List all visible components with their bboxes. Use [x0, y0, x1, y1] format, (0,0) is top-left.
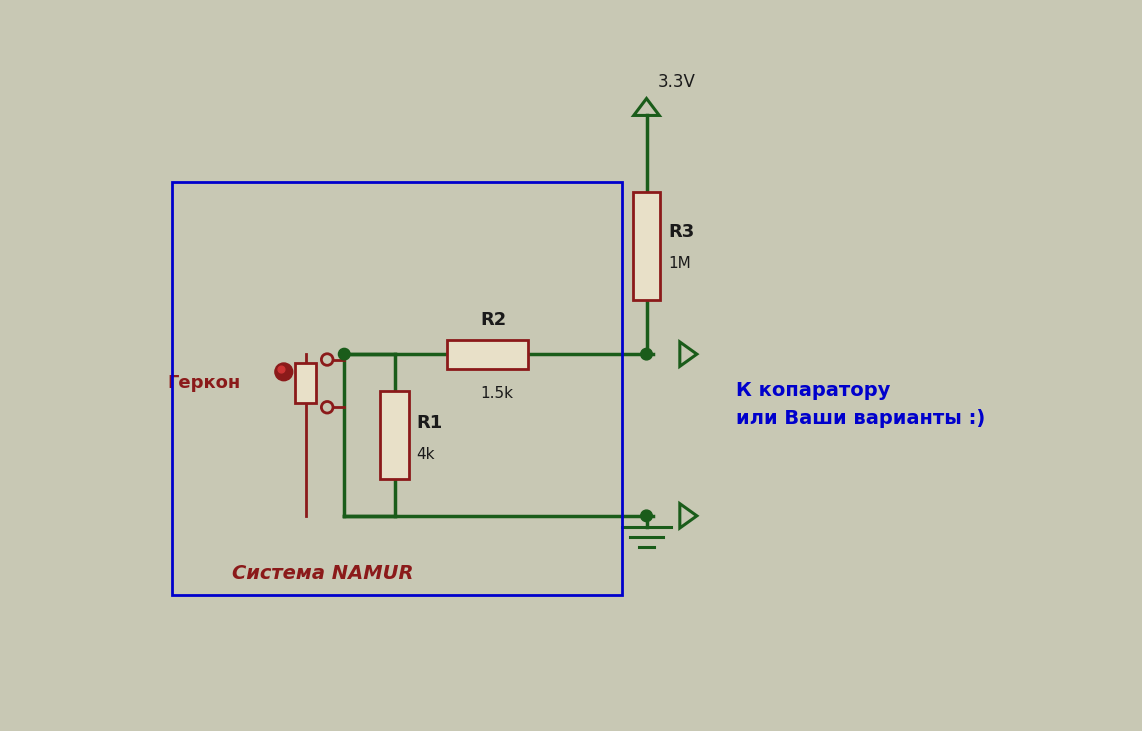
- Bar: [380, 390, 409, 480]
- Circle shape: [279, 366, 284, 373]
- Circle shape: [338, 349, 351, 360]
- Bar: [633, 192, 660, 300]
- Bar: [172, 183, 621, 595]
- Text: 3.3V: 3.3V: [658, 73, 695, 91]
- Text: R1: R1: [417, 414, 443, 433]
- Bar: [295, 363, 316, 404]
- Text: Система NAMUR: Система NAMUR: [232, 564, 413, 583]
- Text: 1M: 1M: [668, 256, 691, 270]
- Text: R3: R3: [668, 224, 694, 241]
- Circle shape: [641, 510, 652, 522]
- Text: К копаратору
или Ваши варианты :): К копаратору или Ваши варианты :): [735, 381, 984, 428]
- Bar: [447, 339, 529, 368]
- Circle shape: [321, 354, 333, 366]
- Text: 1.5k: 1.5k: [480, 387, 513, 401]
- Circle shape: [641, 349, 652, 360]
- Text: 4k: 4k: [417, 447, 435, 462]
- Text: R2: R2: [480, 311, 506, 329]
- Circle shape: [321, 401, 333, 413]
- Circle shape: [275, 363, 292, 381]
- Text: Геркон: Геркон: [168, 374, 241, 393]
